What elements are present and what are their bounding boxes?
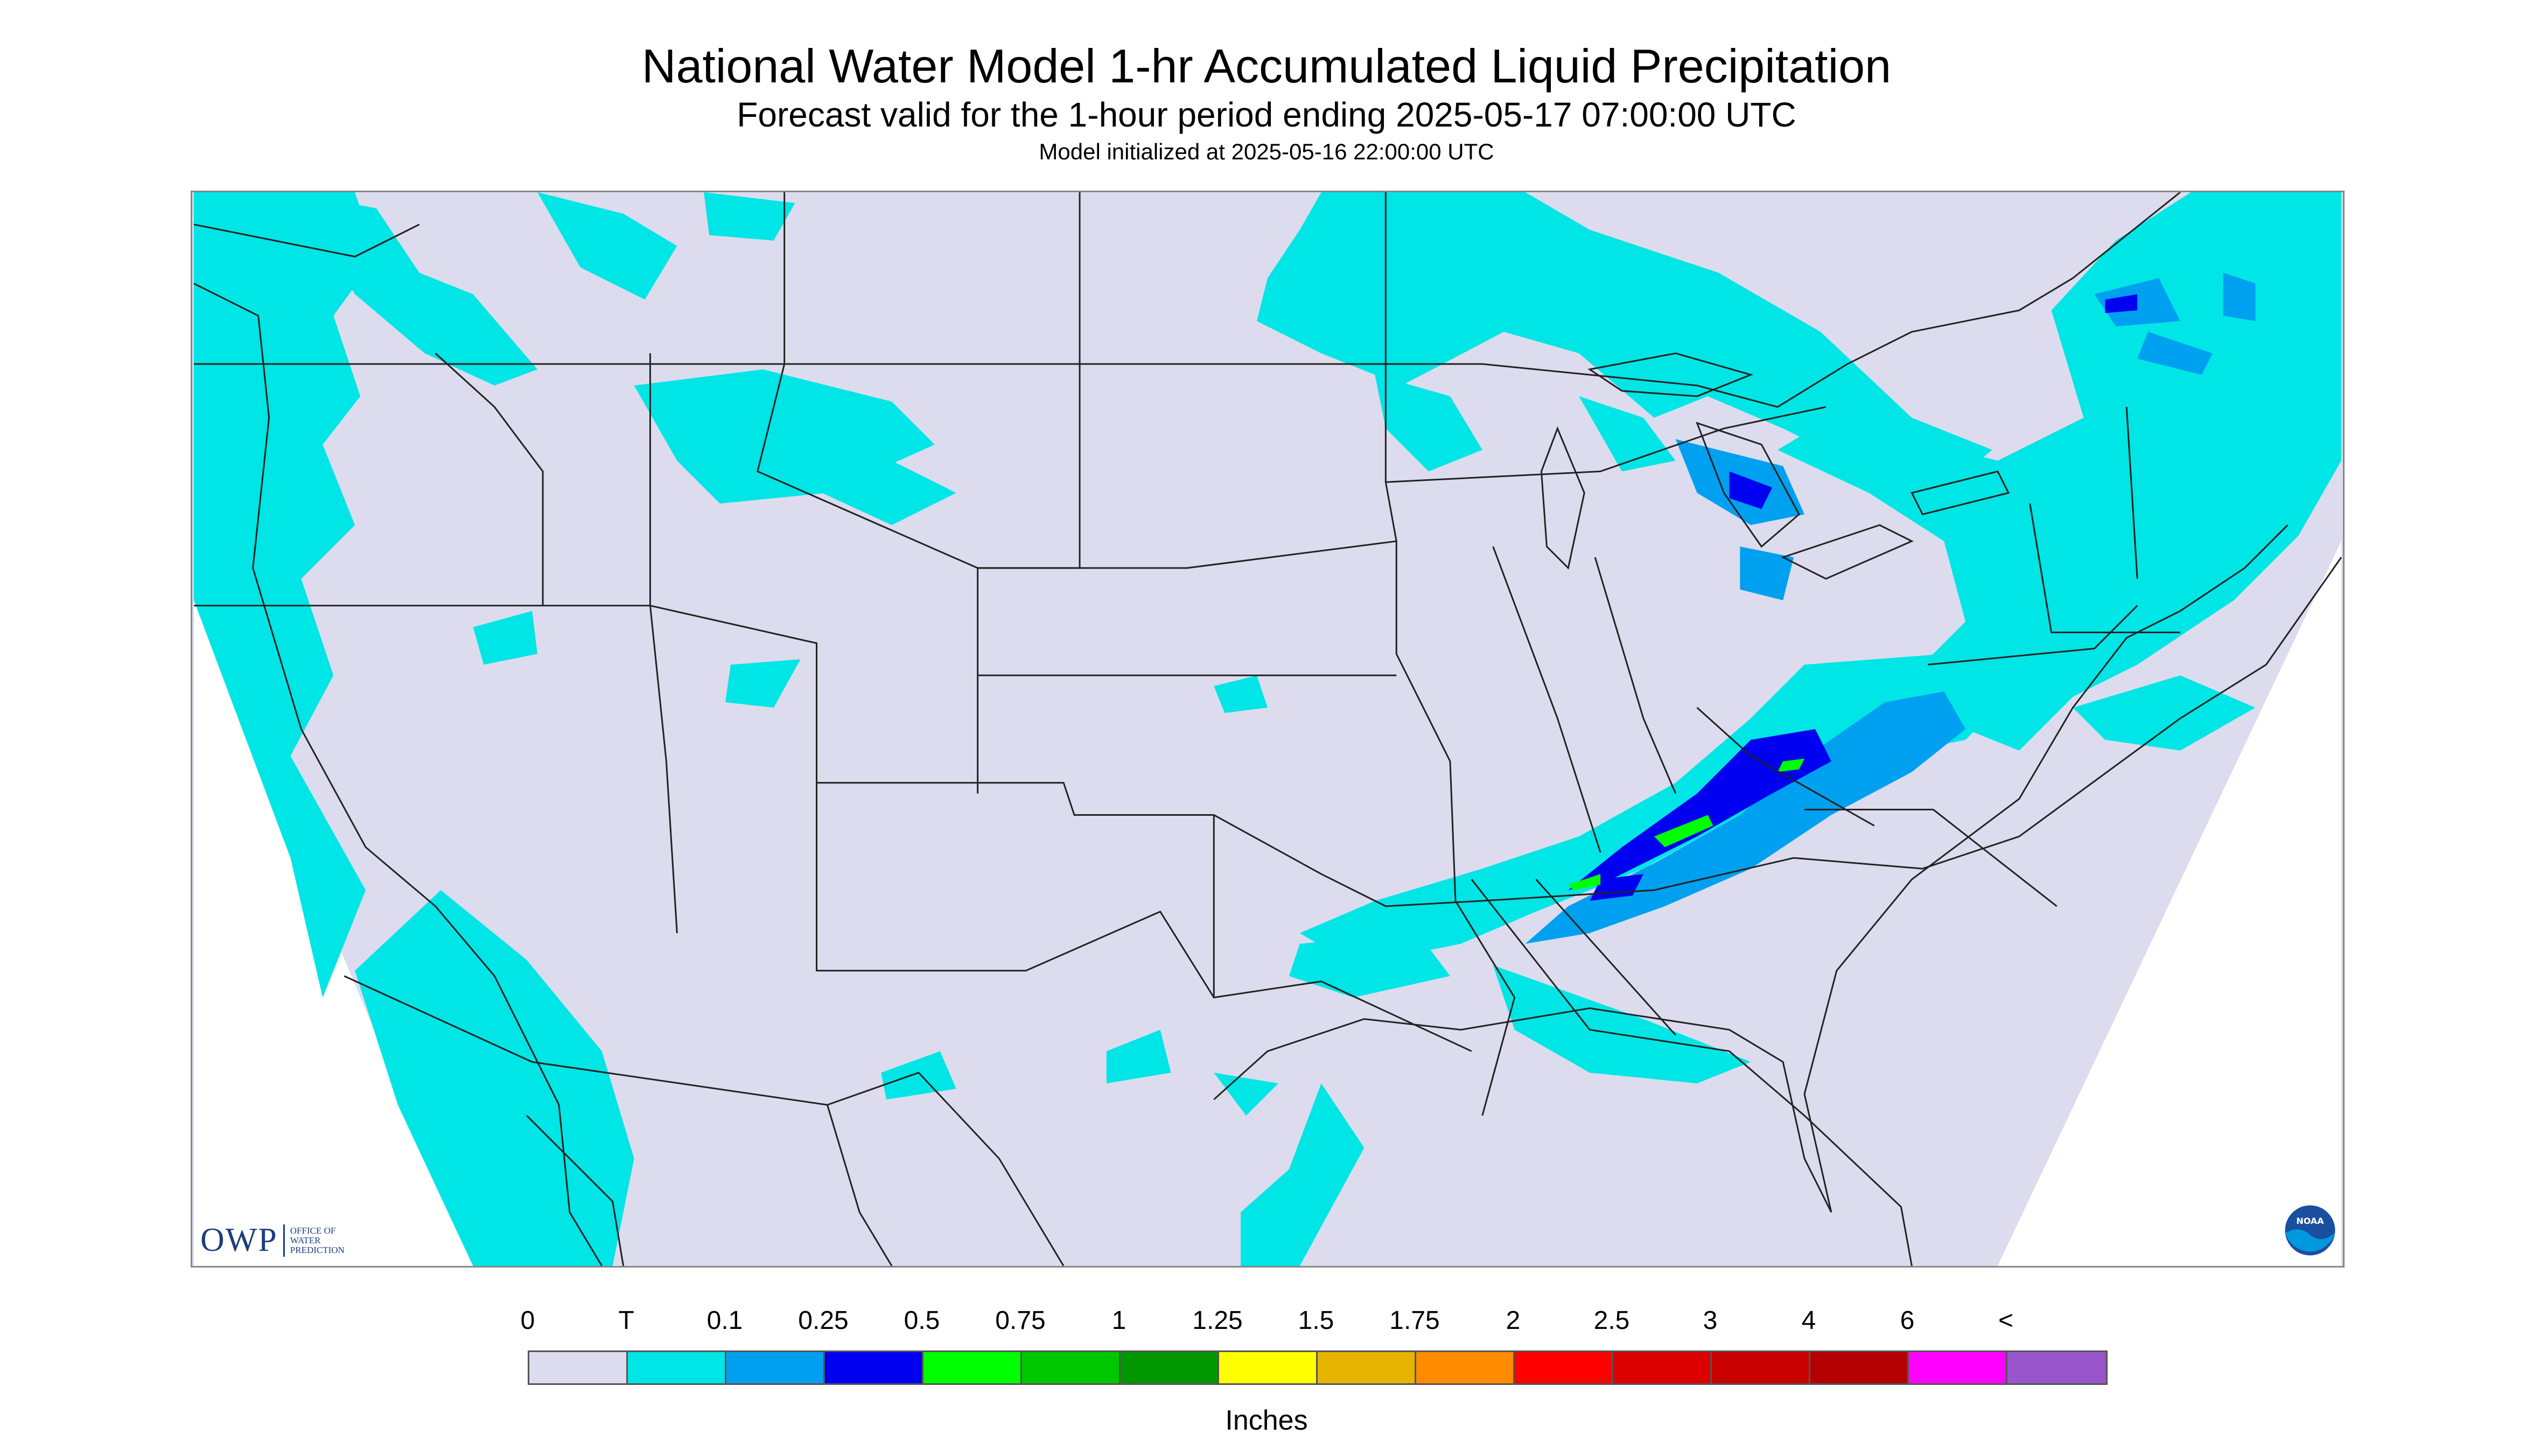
legend-swatch — [529, 1352, 628, 1383]
map-title: National Water Model 1-hr Accumulated Li… — [641, 39, 1892, 93]
legend-colorbar — [528, 1350, 2108, 1385]
legend-tick-label: 1.75 — [1389, 1306, 1440, 1335]
legend-tick-label: < — [1998, 1306, 2014, 1335]
model-init-text: Model initialized at 2025-05-16 22:00:00… — [1039, 139, 1494, 164]
legend-swatch — [726, 1352, 825, 1383]
gulf-coastline — [1213, 1007, 1832, 1213]
precip-heavy — [1568, 758, 1804, 891]
owp-logo-text: Office of Water Prediction — [290, 1225, 345, 1255]
legend-tick-label: 0.5 — [904, 1306, 940, 1335]
legend-tick-label: 1 — [1111, 1306, 1126, 1335]
legend-swatch — [1121, 1352, 1219, 1383]
legend-tick-label: 0.25 — [798, 1306, 849, 1335]
legend-swatch — [1022, 1352, 1121, 1383]
legend-tick-label: 3 — [1703, 1306, 1718, 1335]
map-subtitle: Forecast valid for the 1-hour period end… — [737, 95, 1796, 134]
legend-tick-label: T — [618, 1306, 634, 1335]
legend-tick-label: 0.1 — [706, 1306, 743, 1335]
owp-logo: OWP Office of Water Prediction — [200, 1221, 360, 1259]
precip-trace — [194, 192, 2341, 1266]
legend-swatch — [1318, 1352, 1416, 1383]
legend-swatch — [1712, 1352, 1810, 1383]
state-boundaries — [193, 192, 2342, 1266]
legend-tick-label: 4 — [1801, 1306, 1816, 1335]
legend-swatch — [923, 1352, 1022, 1383]
legend-tick-label: 1.5 — [1298, 1306, 1334, 1335]
legend-tick-label: 0.75 — [995, 1306, 1046, 1335]
legend-swatch — [1613, 1352, 1712, 1383]
precip-moderate — [1568, 294, 2138, 901]
legend-units: Inches — [1225, 1405, 1308, 1436]
legend-swatch — [1416, 1352, 1515, 1383]
legend-swatch — [1515, 1352, 1613, 1383]
legend-tick-label: 0 — [520, 1306, 535, 1335]
legend-swatch — [2007, 1352, 2106, 1383]
legend-swatch — [628, 1352, 726, 1383]
legend-tick-label: 1.25 — [1192, 1306, 1243, 1335]
owp-logo-divider — [283, 1224, 285, 1257]
owp-logo-mark: OWP — [200, 1222, 278, 1258]
noaa-logo: NOAA — [2283, 1203, 2337, 1257]
legend-tick-label: 2 — [1506, 1306, 1521, 1335]
legend-tick-label: 2.5 — [1593, 1306, 1630, 1335]
legend-swatch — [1909, 1352, 2007, 1383]
legend-tick-label: 6 — [1900, 1306, 1915, 1335]
legend-swatch — [1810, 1352, 1909, 1383]
precipitation-map[interactable] — [191, 191, 2345, 1268]
legend-swatch — [1219, 1352, 1318, 1383]
east-coastline — [1803, 524, 2289, 1213]
svg-text:NOAA: NOAA — [2296, 1216, 2324, 1226]
legend-swatch — [825, 1352, 923, 1383]
great-lakes — [1540, 352, 2010, 580]
coastline — [193, 283, 603, 1266]
